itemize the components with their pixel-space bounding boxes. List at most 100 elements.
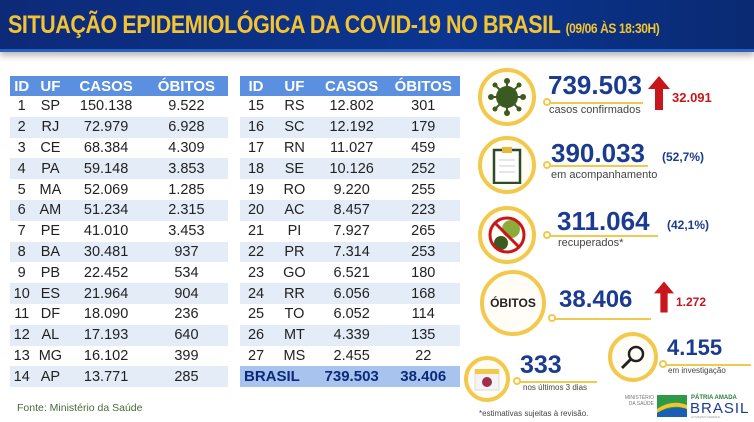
column-header: ID [10, 76, 34, 96]
brand-sub: GOVERNO FEDERAL [691, 415, 722, 419]
states-table-right: ID UF CASOS ÓBITOS 15 RS 12.802 301 16 SC 12.192 17… [240, 76, 460, 388]
table-cell: 20 [240, 199, 273, 221]
table-cell: 13 [13, 347, 30, 364]
table-cell: 253 [386, 241, 460, 263]
table-cell: 8.457 [316, 199, 387, 221]
table-cell: 12.192 [316, 116, 387, 138]
recovered-pct: (42,1%) [667, 218, 710, 232]
clipboard-icon [492, 147, 522, 184]
table-cell: 3 [17, 139, 26, 156]
table-cell: SC [272, 116, 317, 138]
footnote: *estimativas sujeitas à revisão. [479, 409, 589, 418]
table-cell: 6 [10, 199, 34, 221]
header-banner: SITUAÇÃO EPIDEMIOLÓGICA DA COVID-19 NO B… [0, 0, 754, 52]
table-cell: 5 [17, 181, 26, 198]
virus-icon [488, 78, 526, 116]
table-cell: MA [39, 181, 62, 198]
table-cell: 22.452 [83, 264, 129, 281]
table-cell: RJ [33, 116, 68, 138]
table-cell: 72.979 [67, 116, 145, 138]
table-row: 21 PI 7.927 265 [240, 221, 460, 242]
table-cell: 301 [411, 98, 436, 115]
table-row: 22 PR 7.314 253 [240, 241, 460, 263]
table-row: 18 SE 10.126 252 [240, 158, 460, 180]
table-cell: 534 [174, 264, 199, 281]
table-row: 16 SC 12.192 179 [240, 116, 460, 138]
table-cell: TO [284, 306, 305, 323]
table-cell: 59.148 [67, 158, 145, 180]
arrow-up-icon [648, 76, 670, 110]
table-cell: 27 [247, 347, 265, 364]
table-cell: 12 [10, 324, 34, 346]
table-cell: 7 [17, 223, 26, 240]
table-row: 19 RO 9.220 255 [240, 179, 460, 200]
table-row: 1 SP 150.138 9.522 [10, 96, 228, 117]
recovered-label: recuperados* [558, 237, 624, 249]
table-cell: PB [40, 264, 61, 281]
table-row: 8 BA 30.481 937 [10, 241, 228, 263]
table-cell: 51.234 [67, 199, 145, 221]
table-cell: 41.010 [83, 223, 129, 240]
monitoring-pct: (52,7%) [662, 150, 705, 164]
table-cell: 937 [144, 241, 228, 263]
table-cell: 3.453 [168, 223, 205, 240]
table-cell: AC [272, 199, 317, 221]
table-cell: 1 [17, 98, 26, 115]
table-cell: 4.339 [316, 324, 387, 346]
monitoring-value: 390.033 [551, 138, 645, 168]
table-row: 5 MA 52.069 1.285 [10, 179, 228, 200]
table-cell: 179 [386, 116, 460, 138]
confirmed-delta: 32.091 [672, 90, 712, 105]
table-cell: SE [272, 158, 317, 180]
table-cell: 236 [174, 306, 199, 323]
table-cell: AP [33, 366, 68, 388]
table-cell: 21.964 [67, 283, 145, 304]
table-row: 10 ES 21.964 904 [10, 283, 228, 304]
states-table-left: ID UF CASOS ÓBITOS 1 SP 150.138 9.522 2 RJ 72.979 6… [10, 76, 228, 388]
table-cell: 150.138 [79, 98, 133, 115]
table-cell: 399 [174, 347, 199, 364]
gov-logo: PÁTRIA AMADA BRASIL GOVERNO FEDERAL [657, 395, 752, 419]
table-row: 23 GO 6.521 180 [240, 262, 460, 283]
table-header-row: ID UF CASOS ÓBITOS [240, 76, 460, 96]
confirmed-icon-ring [478, 68, 536, 126]
table-row: 12 AL 17.193 640 [10, 324, 228, 346]
table-cell: RR [272, 283, 317, 304]
recovered-value: 311.064 [557, 206, 650, 236]
table-cell: 640 [144, 324, 228, 346]
column-header: UF [33, 76, 68, 96]
table-cell: 252 [386, 158, 460, 180]
column-header: ÓBITOS [386, 76, 460, 96]
table-row: 14 AP 13.771 285 [10, 366, 228, 388]
table-cell: 10.126 [316, 158, 387, 180]
no-virus-icon [488, 216, 526, 254]
magnifier-icon [620, 345, 645, 370]
table-cell: 17.193 [67, 324, 145, 346]
column-header: UF [272, 76, 317, 96]
deaths-value: 38.406 [559, 286, 633, 313]
column-header: CASOS [67, 76, 145, 96]
table-cell: 24 [240, 283, 273, 304]
table-cell: 3.853 [144, 158, 228, 180]
table-cell: 6.928 [144, 116, 228, 138]
table-cell: 223 [386, 199, 460, 221]
table-cell: 459 [411, 139, 436, 156]
table-cell: 16.102 [83, 347, 129, 364]
total-label: BRASIL [240, 366, 317, 388]
table-cell: 265 [411, 223, 436, 240]
table-cell: CE [40, 139, 61, 156]
table-cell: 255 [411, 181, 436, 198]
table-cell: MT [272, 324, 317, 346]
table-row: 9 PB 22.452 534 [10, 262, 228, 283]
title-text: SITUAÇÃO EPIDEMIOLÓGICA DA COVID-19 NO B… [8, 11, 561, 39]
table-cell: 19 [247, 181, 265, 198]
table-cell: ES [33, 283, 68, 304]
table-row: 7 PE 41.010 3.453 [10, 221, 228, 242]
table-row: 11 DF 18.090 236 [10, 304, 228, 325]
total-obitos: 38.406 [386, 366, 460, 388]
table-cell: PE [40, 223, 61, 240]
timestamp: (09/06 ÀS 18:30H) [565, 20, 660, 36]
table-cell: 2.315 [144, 199, 228, 221]
table-cell: 11.027 [330, 139, 374, 156]
table-cell: 15 [247, 98, 265, 115]
